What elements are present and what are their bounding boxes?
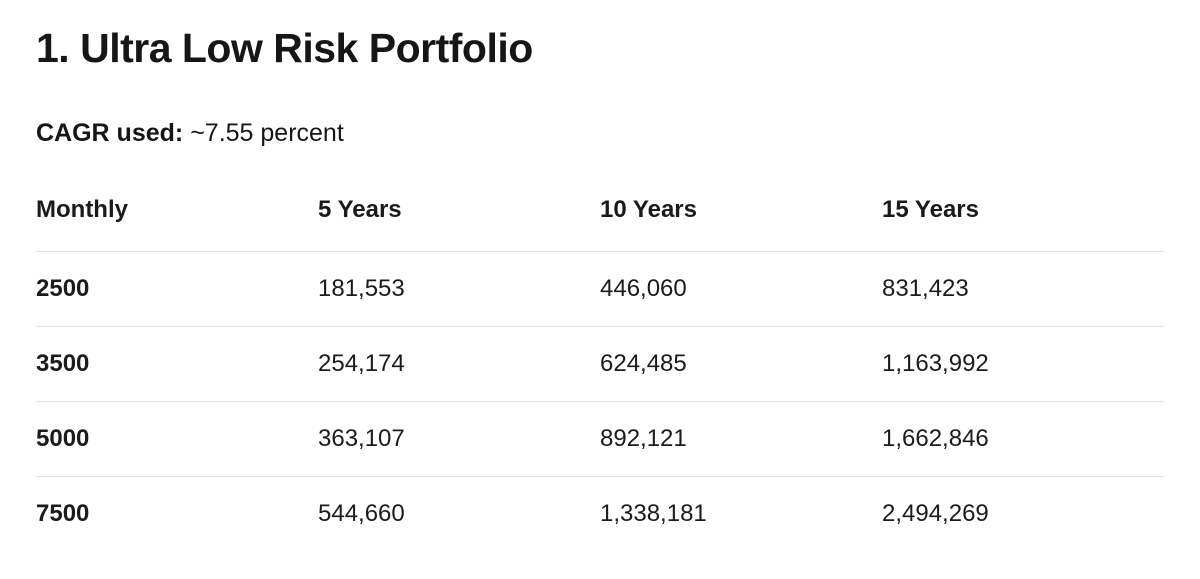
row-label: 7500	[36, 500, 90, 528]
row-label: 3500	[36, 326, 318, 403]
value-cell-15y: 831,423	[882, 251, 1164, 328]
row-label: 2500	[36, 251, 318, 328]
value-cell-10y: 892,121	[600, 401, 882, 478]
page-title: 1. Ultra Low Risk Portfolio	[36, 25, 533, 71]
value-cell-5y: 544,660	[318, 500, 405, 528]
table-row: 5000 363,107 892,121 1,662,846	[36, 401, 1164, 478]
value-cell-10y: 446,060	[600, 251, 882, 328]
column-header-5-years: 5 Years	[318, 191, 600, 253]
table-row: 7500 544,660 1,338,181 2,494,269	[36, 477, 1164, 552]
table-row: 2500 181,553 446,060 831,423	[36, 251, 1164, 328]
value-cell-5y: 181,553	[318, 251, 600, 328]
value-cell-5y: 254,174	[318, 326, 600, 403]
article-page: 1. Ultra Low Risk Portfolio CAGR used: ~…	[36, 25, 1164, 551]
row-label: 5000	[36, 401, 318, 478]
value-cell-15y: 1,163,992	[882, 326, 1164, 403]
value-cell-15y: 1,662,846	[882, 401, 1164, 478]
table-row: 3500 254,174 624,485 1,163,992	[36, 326, 1164, 403]
column-header-monthly: Monthly	[36, 191, 318, 253]
cagr-label: CAGR used:	[36, 119, 184, 148]
value-cell-5y: 363,107	[318, 401, 600, 478]
column-header-10-years: 10 Years	[600, 191, 882, 253]
value-cell-15y: 2,494,269	[882, 500, 989, 528]
value-cell-10y: 624,485	[600, 326, 882, 403]
cagr-line: CAGR used: ~7.55 percent	[36, 117, 1164, 149]
table-header-row: Monthly 5 Years 10 Years 15 Years	[36, 191, 1164, 253]
cagr-value: ~7.55 percent	[190, 119, 344, 148]
value-cell-10y: 1,338,181	[600, 500, 707, 528]
column-header-15-years: 15 Years	[882, 191, 1164, 253]
results-table: Monthly 5 Years 10 Years 15 Years 2500 1…	[36, 191, 1164, 551]
